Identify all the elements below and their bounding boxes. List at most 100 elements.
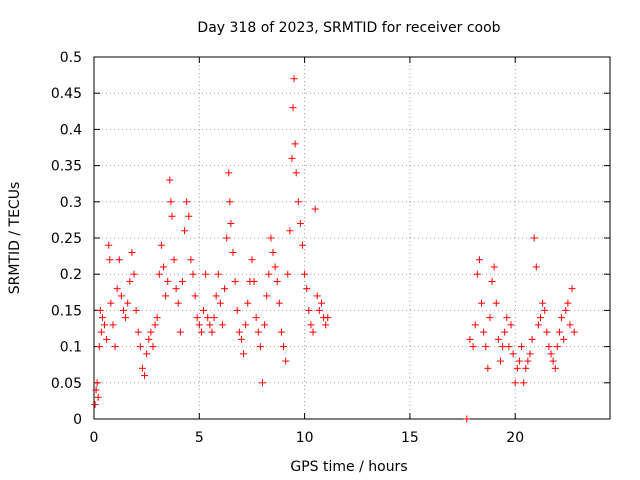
data-point — [252, 314, 260, 322]
y-tick-label: 0 — [73, 412, 82, 428]
data-point — [258, 379, 266, 387]
data-point — [170, 256, 178, 264]
data-point — [237, 335, 245, 343]
data-point — [526, 350, 534, 358]
data-point — [539, 299, 547, 307]
data-point — [92, 386, 100, 394]
data-point — [136, 343, 144, 351]
tick-layer: 0 0.05 0.1 0.15 0.2 0.25 0.3 0.35 0.4 0.45 0.5 0 5 10… — [51, 50, 610, 446]
data-point — [197, 328, 205, 336]
data-point — [147, 328, 155, 336]
data-point — [543, 328, 551, 336]
data-point — [275, 299, 283, 307]
data-point — [183, 198, 191, 206]
data-point — [271, 263, 279, 271]
data-point — [505, 343, 513, 351]
y-tick-label: 0.4 — [60, 122, 82, 138]
x-tick-label: 20 — [506, 430, 524, 446]
data-point — [101, 321, 109, 329]
x-tick-label: 10 — [296, 430, 314, 446]
data-point — [263, 292, 271, 300]
data-point — [503, 314, 511, 322]
data-point — [560, 335, 568, 343]
data-point — [558, 314, 566, 322]
x-tick-label: 15 — [401, 430, 419, 446]
data-point — [132, 306, 140, 314]
y-tick-label: 0.35 — [51, 159, 82, 175]
data-point — [322, 321, 330, 329]
y-tick-label: 0.1 — [60, 340, 82, 356]
data-point — [231, 277, 239, 285]
y-axis-label: SRMTID / TECUs — [7, 182, 23, 295]
data-point — [229, 248, 237, 256]
data-point — [168, 212, 176, 220]
data-point — [286, 227, 294, 235]
data-point — [155, 270, 163, 278]
data-point — [225, 169, 233, 177]
data-point — [176, 328, 184, 336]
data-point — [151, 321, 159, 329]
data-point — [547, 350, 555, 358]
data-point — [288, 154, 296, 162]
y-tick-label: 0.05 — [51, 376, 82, 392]
data-point — [206, 321, 214, 329]
data-point — [248, 256, 256, 264]
data-point — [522, 364, 530, 372]
data-points — [91, 75, 578, 423]
data-point — [289, 104, 297, 112]
data-point — [492, 299, 500, 307]
y-tick-label: 0.2 — [60, 267, 82, 283]
data-point — [566, 321, 574, 329]
data-point — [486, 314, 494, 322]
data-point — [191, 292, 199, 300]
data-point — [254, 328, 262, 336]
data-point — [256, 343, 264, 351]
data-point — [167, 198, 175, 206]
data-point — [290, 75, 298, 83]
data-point — [178, 277, 186, 285]
data-point — [532, 263, 540, 271]
data-point — [95, 343, 103, 351]
data-point — [555, 328, 563, 336]
data-point — [311, 205, 319, 213]
data-point — [107, 299, 115, 307]
data-point — [226, 198, 234, 206]
data-point — [307, 321, 315, 329]
data-point — [267, 234, 275, 242]
data-point — [164, 277, 172, 285]
data-point — [499, 343, 507, 351]
data-point — [551, 364, 559, 372]
data-point — [530, 234, 538, 242]
data-point — [244, 299, 252, 307]
data-point — [294, 198, 302, 206]
data-point — [515, 357, 523, 365]
data-point — [153, 314, 161, 322]
data-point — [212, 292, 220, 300]
data-point — [91, 401, 99, 409]
data-point — [160, 263, 168, 271]
data-point — [549, 357, 557, 365]
data-point — [475, 256, 483, 264]
data-point — [509, 350, 517, 358]
x-axis-label: GPS time / hours — [290, 459, 407, 475]
y-tick-label: 0.45 — [51, 86, 82, 102]
data-point — [501, 328, 509, 336]
data-point — [143, 350, 151, 358]
data-point — [250, 277, 258, 285]
data-point — [545, 343, 553, 351]
data-point — [193, 314, 201, 322]
data-point — [541, 306, 549, 314]
data-point — [482, 343, 490, 351]
data-point — [473, 270, 481, 278]
data-point — [280, 343, 288, 351]
data-point — [208, 328, 216, 336]
data-point — [240, 350, 248, 358]
data-point — [277, 328, 285, 336]
data-point — [117, 292, 125, 300]
data-point — [96, 306, 104, 314]
data-point — [221, 285, 229, 293]
data-point — [166, 176, 174, 184]
data-point — [463, 415, 471, 423]
data-point — [115, 256, 123, 264]
data-point — [185, 212, 193, 220]
